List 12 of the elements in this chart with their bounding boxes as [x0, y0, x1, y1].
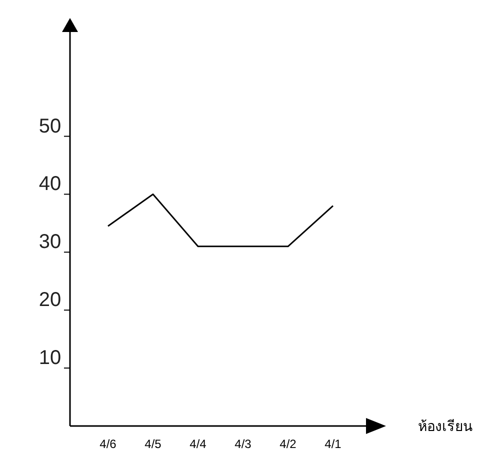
y-tick-label: 50: [38, 115, 62, 138]
x-tick-label: 4/1: [324, 437, 342, 451]
x-tick-label: 4/6: [100, 437, 117, 451]
y-tick-label: 10: [38, 347, 62, 370]
x-axis-title: ห้องเรียน: [418, 419, 473, 435]
x-tick-label: 4/4: [190, 437, 207, 451]
y-tick-label: 40: [38, 173, 62, 196]
x-tick-label: 4/3: [234, 437, 252, 451]
x-tick-label: 4/2: [280, 437, 297, 451]
x-tick-label: 4/5: [144, 437, 162, 451]
y-tick-label: 20: [38, 289, 62, 312]
y-tick-label: 30: [38, 231, 62, 254]
